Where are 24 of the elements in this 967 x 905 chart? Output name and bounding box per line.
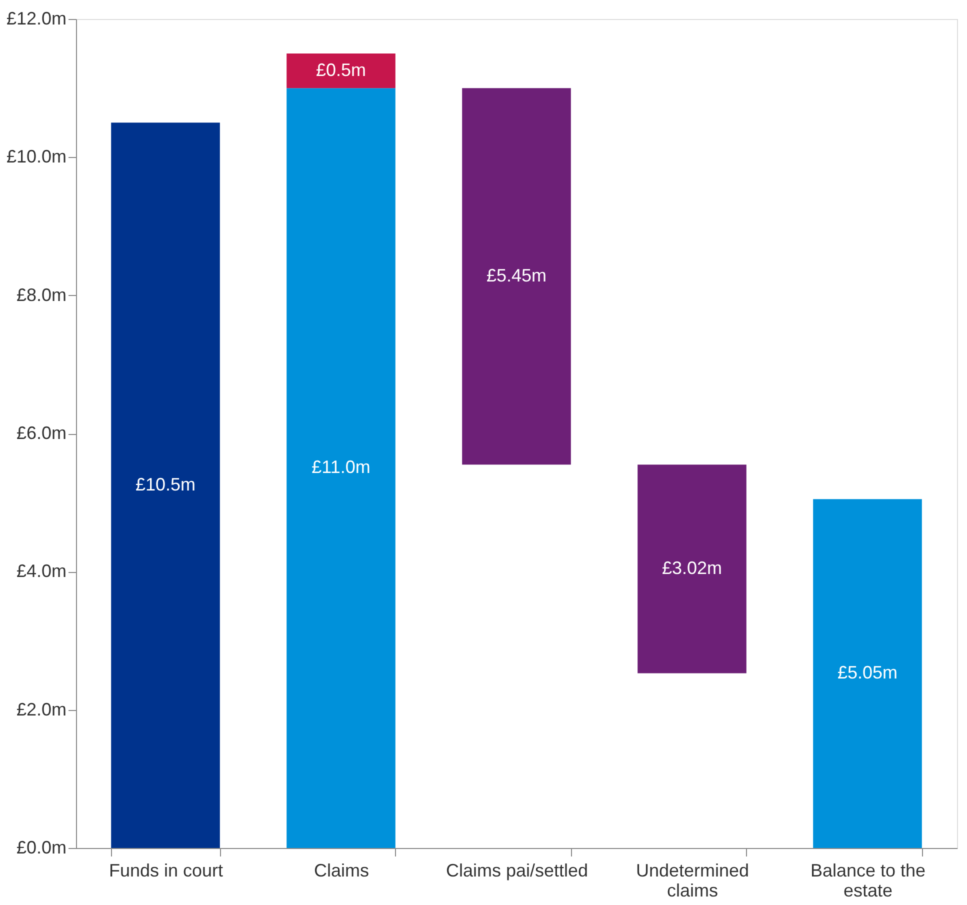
data-label: £10.5m: [135, 474, 196, 494]
y-tick-label: £2.0m: [16, 699, 66, 720]
data-label: £11.0m: [312, 457, 370, 478]
bar: [286, 54, 396, 88]
x-tick-label: Undetermined claims: [636, 860, 750, 900]
bar: [813, 499, 922, 848]
y-tick-label: £6.0m: [16, 423, 66, 443]
x-tick-label: Funds in court: [108, 860, 224, 880]
data-label: £5.45m: [486, 265, 547, 286]
x-tick-label: Claims pai/settled: [446, 860, 588, 880]
y-tick-label: £12.0m: [6, 8, 66, 28]
data-label: £5.05m: [837, 662, 898, 683]
data-label: £3.02m: [662, 558, 722, 578]
x-tick-label: Claims: [314, 860, 370, 880]
y-tick-label: £0.0m: [16, 838, 66, 858]
y-tick-label: £8.0m: [16, 284, 66, 305]
x-tick-label: Balance to the estate: [810, 860, 926, 900]
y-tick-label: £10.0m: [6, 146, 66, 167]
bar: [462, 88, 571, 465]
bar: [111, 122, 220, 848]
data-label: £0.5m: [316, 60, 366, 80]
bar: [638, 464, 746, 674]
y-tick-label: £4.0m: [16, 561, 66, 582]
bar: [286, 88, 396, 848]
